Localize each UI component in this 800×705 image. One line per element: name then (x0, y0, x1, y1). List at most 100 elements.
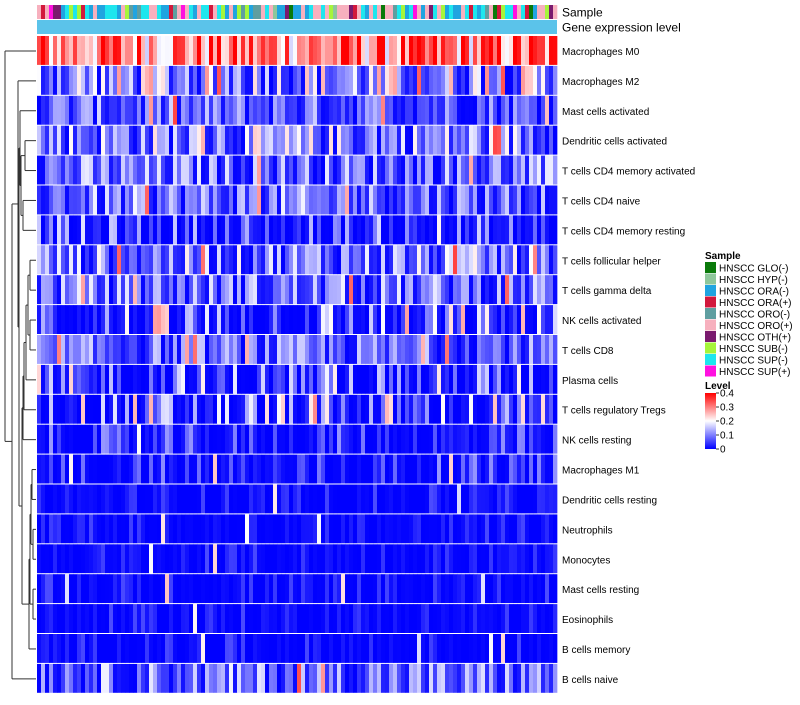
heatmap-cell (57, 574, 62, 604)
heatmap-cell (97, 364, 102, 394)
heatmap-cell (401, 36, 406, 65)
heatmap-cell (141, 574, 146, 604)
heatmap-cell (377, 424, 382, 454)
heatmap-cell (393, 65, 398, 95)
heatmap-cell (393, 275, 398, 305)
heatmap-cell (281, 364, 286, 394)
heatmap-cell (145, 65, 150, 95)
heatmap-cell (165, 484, 170, 514)
heatmap-cell (329, 424, 334, 454)
heatmap-cell (241, 125, 246, 155)
heatmap-cell (541, 514, 546, 544)
heatmap-cell (517, 245, 522, 275)
heatmap-cell (521, 424, 526, 454)
heatmap-cell (113, 544, 118, 574)
heatmap-cell (325, 663, 330, 693)
heatmap-cell (189, 215, 194, 245)
heatmap-cell (385, 185, 390, 215)
heatmap-cell (513, 484, 518, 514)
heatmap-cell (353, 454, 358, 484)
heatmap-cell (101, 364, 106, 394)
sample-annotation-cell (369, 5, 374, 19)
heatmap-cell (81, 125, 86, 155)
heatmap-cell (465, 275, 470, 305)
sample-annotation-cell (345, 5, 350, 19)
heatmap-cell (537, 215, 542, 245)
heatmap-cell (449, 245, 454, 275)
heatmap-cell (469, 185, 474, 215)
heatmap-cell (177, 544, 182, 574)
heatmap-cell (385, 305, 390, 334)
heatmap-cell (449, 215, 454, 245)
heatmap-cell (257, 394, 262, 424)
heatmap-cell (365, 574, 370, 604)
sample-annotation-cell (293, 5, 298, 19)
sample-annotation-cell (473, 5, 478, 19)
heatmap-cell (417, 65, 422, 95)
sample-annotation-cell (337, 5, 342, 19)
heatmap-cell (153, 364, 158, 394)
heatmap-cell (497, 364, 502, 394)
heatmap-cell (113, 95, 118, 125)
heatmap-cell (513, 185, 518, 215)
heatmap-cell (93, 155, 98, 185)
heatmap-cell (525, 514, 530, 544)
heatmap-cell (125, 663, 130, 693)
heatmap-cell (369, 275, 374, 305)
sample-annotation-cell (173, 5, 178, 19)
heatmap-cell (469, 663, 474, 693)
heatmap-cell (461, 484, 466, 514)
heatmap-cell (37, 663, 42, 693)
heatmap-cell (253, 454, 258, 484)
heatmap-cell (201, 424, 206, 454)
heatmap-cell (349, 215, 354, 245)
heatmap-cell (45, 604, 50, 633)
heatmap-cell (457, 394, 462, 424)
heatmap-cell (41, 634, 46, 663)
heatmap-cell (205, 185, 210, 215)
heatmap-cell (153, 185, 158, 215)
heatmap-cell (169, 215, 174, 245)
heatmap-cell (137, 634, 142, 663)
heatmap-cell (69, 335, 74, 364)
heatmap-cell (265, 574, 270, 604)
heatmap-cell (81, 185, 86, 215)
heatmap-cell (277, 65, 282, 95)
heatmap-cell (61, 65, 66, 95)
heatmap-cell (501, 484, 506, 514)
heatmap-cell (149, 364, 154, 394)
sample-annotation-cell (157, 5, 162, 19)
heatmap-cell (229, 424, 234, 454)
heatmap-cell (129, 604, 134, 633)
heatmap-cell (333, 36, 338, 65)
heatmap-cell (429, 394, 434, 424)
heatmap-cell (329, 394, 334, 424)
heatmap-cell (93, 215, 98, 245)
heatmap-cell (549, 424, 554, 454)
heatmap-cell (269, 95, 274, 125)
heatmap-cell (429, 95, 434, 125)
heatmap-cell (541, 424, 546, 454)
sample-annotation-cell (373, 5, 378, 19)
heatmap-cell (233, 185, 238, 215)
heatmap-cell (501, 155, 506, 185)
heatmap-cell (513, 634, 518, 663)
heatmap-cell (389, 484, 394, 514)
heatmap-cell (161, 454, 166, 484)
heatmap-cell (521, 634, 526, 663)
heatmap-cell (405, 604, 410, 633)
heatmap-cell (85, 275, 90, 305)
sample-annotation-cell (453, 5, 458, 19)
heatmap-cell (113, 335, 118, 364)
heatmap-cell (285, 544, 290, 574)
heatmap-cell (121, 663, 126, 693)
heatmap-cell (449, 454, 454, 484)
heatmap-cell (501, 663, 506, 693)
heatmap-cell (133, 65, 138, 95)
heatmap-cell (337, 275, 342, 305)
heatmap-cell (37, 364, 42, 394)
heatmap-cell (41, 574, 46, 604)
heatmap-cell (241, 215, 246, 245)
heatmap-cell (357, 544, 362, 574)
sample-annotation-cell (409, 5, 414, 19)
